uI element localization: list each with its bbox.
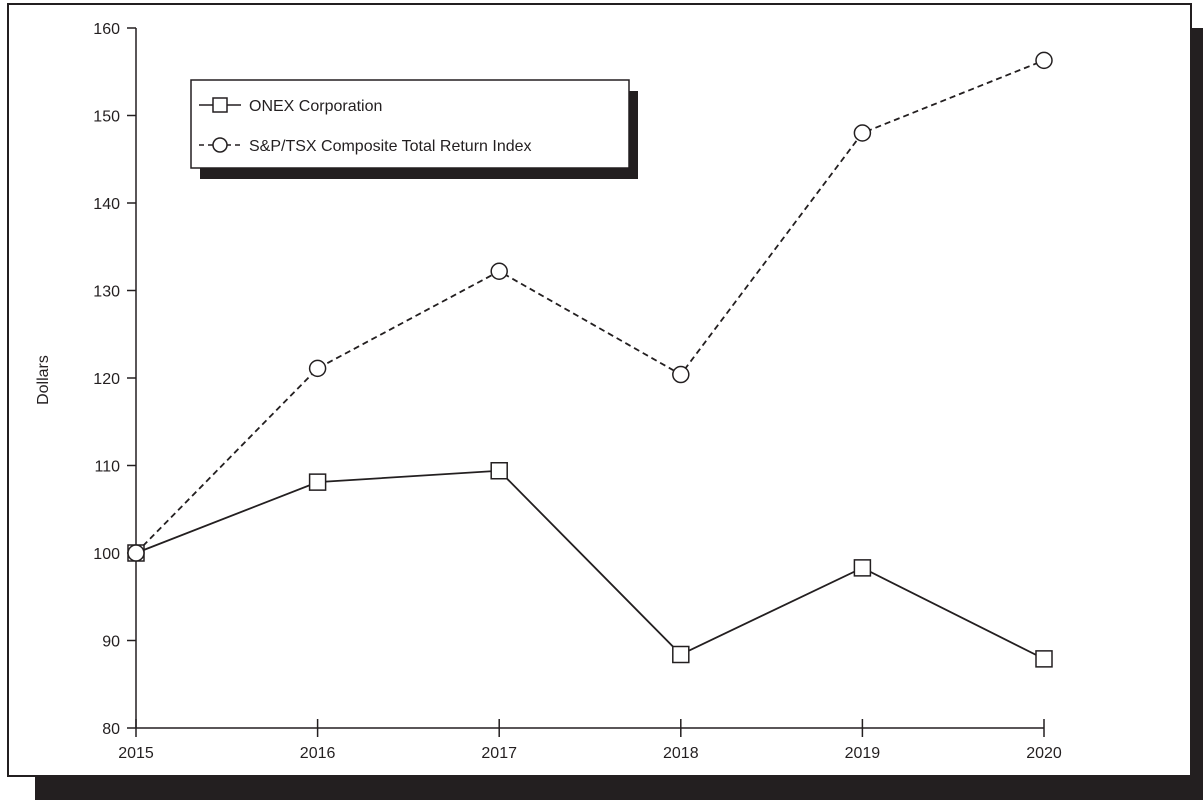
data-point-tsx xyxy=(672,365,690,384)
x-tick-label: 2017 xyxy=(481,745,517,762)
y-axis-ticks: 80 90 100 110 120 130 140 150 160 xyxy=(93,21,136,738)
x-tick-label: 2019 xyxy=(845,745,881,762)
y-tick-label: 80 xyxy=(102,721,120,738)
data-point-onex xyxy=(1035,650,1053,668)
legend: ONEX Corporation S&P/TSX Composite Total… xyxy=(190,79,638,179)
y-axis-label: Dollars xyxy=(35,355,52,405)
legend-box xyxy=(190,79,630,169)
data-point-tsx xyxy=(127,544,145,562)
y-tick-label: 100 xyxy=(93,546,120,563)
legend-marker-onex xyxy=(212,97,228,113)
y-tick-label: 130 xyxy=(93,284,120,301)
legend-marker-tsx xyxy=(212,137,228,153)
y-tick-label: 160 xyxy=(93,21,120,38)
data-point-tsx xyxy=(1035,51,1053,70)
y-tick-label: 90 xyxy=(102,634,120,651)
y-tick-label: 140 xyxy=(93,196,120,213)
legend-label-tsx: S&P/TSX Composite Total Return Index xyxy=(249,138,532,155)
legend-label-onex: ONEX Corporation xyxy=(249,98,382,115)
series-layer xyxy=(127,51,1053,668)
series-line-tsx xyxy=(135,59,1045,554)
y-tick-label: 120 xyxy=(93,371,120,388)
data-point-onex xyxy=(672,645,690,664)
y-tick-label: 150 xyxy=(93,109,120,126)
data-point-onex xyxy=(853,559,872,577)
data-point-tsx xyxy=(308,359,327,378)
data-point-onex xyxy=(490,462,508,480)
data-point-tsx xyxy=(853,124,872,142)
x-axis-ticks: 2015 2016 2017 2018 2019 2020 xyxy=(118,719,1062,762)
x-tick-label: 2018 xyxy=(663,745,699,762)
y-tick-label: 110 xyxy=(94,459,120,476)
x-tick-label: 2020 xyxy=(1026,745,1062,762)
data-point-onex xyxy=(308,473,327,491)
x-tick-label: 2015 xyxy=(118,745,154,762)
series-line-onex xyxy=(135,469,1045,660)
x-tick-label: 2016 xyxy=(300,745,336,762)
data-point-tsx xyxy=(490,262,508,280)
